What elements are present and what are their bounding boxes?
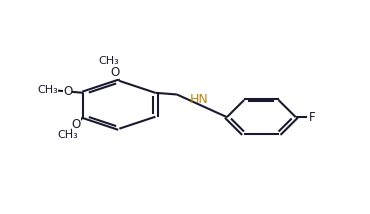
Text: F: F (309, 111, 316, 124)
Text: CH₃: CH₃ (99, 56, 120, 66)
Text: HN: HN (190, 93, 208, 106)
Text: O: O (110, 66, 120, 79)
Text: CH₃: CH₃ (57, 130, 78, 140)
Text: O: O (72, 118, 81, 131)
Text: CH₃: CH₃ (37, 85, 58, 95)
Text: O: O (63, 85, 73, 98)
